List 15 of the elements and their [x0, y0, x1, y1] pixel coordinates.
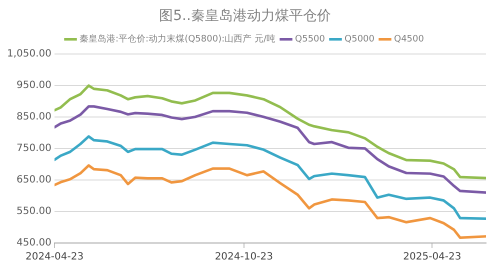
- x-tick-label: 2024-04-23: [25, 252, 84, 263]
- legend-label: Q5500: [295, 34, 326, 45]
- y-tick-label: 850.00: [16, 111, 52, 122]
- legend-label: 秦皇岛港:平仓价:动力末煤(Q5800):山西产 元/吨: [80, 34, 276, 45]
- chart-title: 图5..秦皇岛港动力煤平仓价: [159, 8, 331, 24]
- y-tick-label: 650.00: [16, 174, 52, 186]
- y-tick-label: 750.00: [16, 142, 52, 154]
- legend-label: Q4500: [394, 34, 424, 45]
- x-tick-label: 2025-04-23: [403, 252, 462, 263]
- y-tick-label: 550.00: [16, 206, 52, 218]
- legend-label: Q5000: [344, 34, 375, 45]
- x-tick-label: 2024-10-23: [214, 252, 273, 263]
- y-tick-label: 450.00: [16, 238, 52, 249]
- y-tick-label: 1,050.00: [7, 48, 52, 60]
- y-tick-label: 950.00: [16, 80, 52, 91]
